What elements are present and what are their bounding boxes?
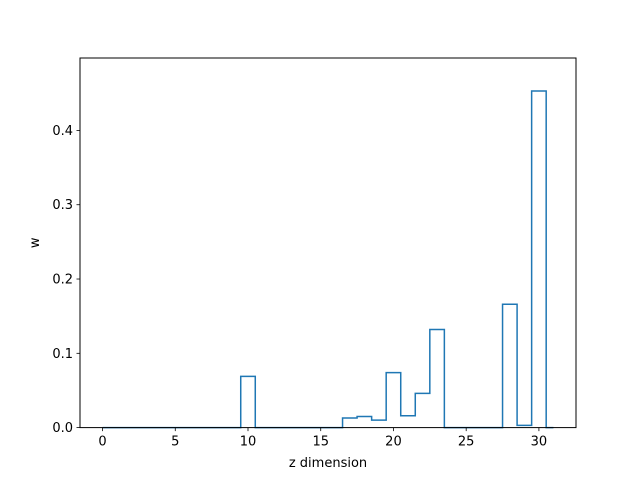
x-tick-label: 10 xyxy=(240,435,257,450)
y-tick-label: 0.4 xyxy=(52,124,73,139)
y-tick-label: 0.2 xyxy=(52,273,73,288)
x-tick-label: 25 xyxy=(458,435,475,450)
x-tick-label: 20 xyxy=(385,435,402,450)
x-tick-label: 0 xyxy=(98,435,106,450)
y-axis-ticks: 0.0 0.1 0.2 0.3 0.4 xyxy=(52,124,80,436)
x-tick-label: 5 xyxy=(171,435,179,450)
series-step-line xyxy=(102,90,554,429)
y-tick-label: 0.0 xyxy=(52,421,73,436)
x-axis-label: z dimension xyxy=(289,456,367,471)
x-tick-label: 15 xyxy=(312,435,329,450)
plot-layer xyxy=(102,90,554,429)
x-axis-ticks: 0 5 10 15 20 25 30 xyxy=(98,427,548,450)
x-tick-label: 30 xyxy=(531,435,548,450)
y-tick-label: 0.3 xyxy=(52,198,73,213)
y-tick-label: 0.1 xyxy=(52,347,73,362)
y-axis-label: w xyxy=(28,237,43,248)
plot-frame xyxy=(79,57,577,429)
